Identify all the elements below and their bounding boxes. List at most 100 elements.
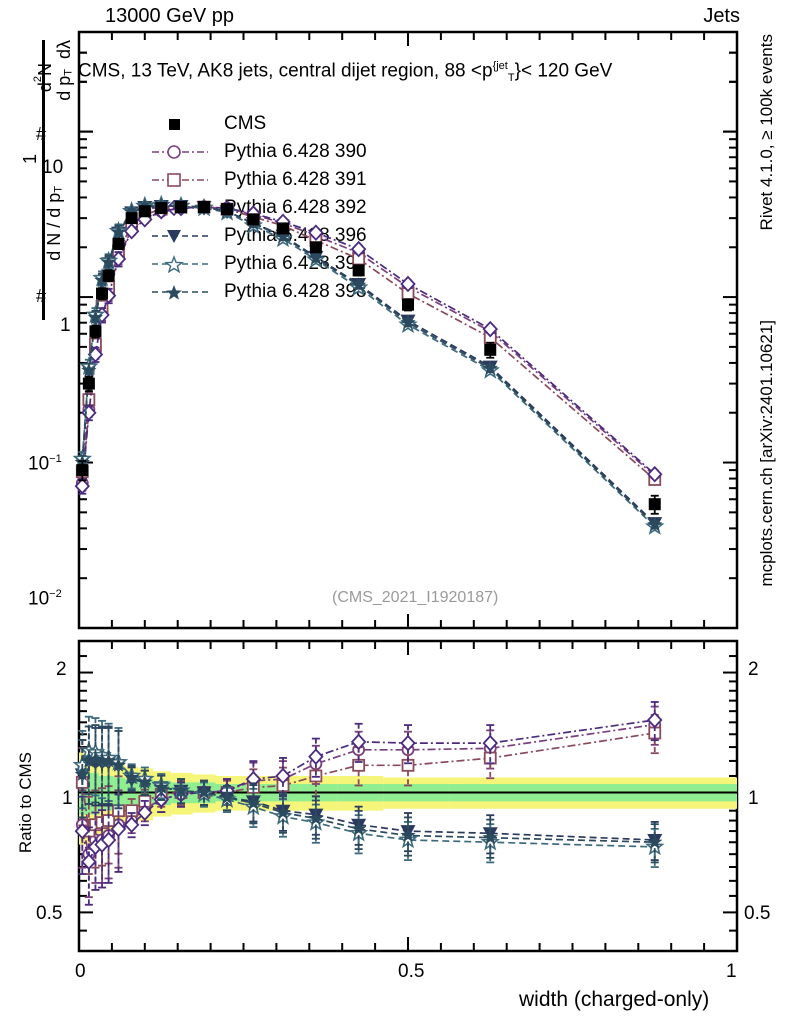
data-point-marker — [74, 477, 91, 495]
data-point-marker — [647, 711, 663, 729]
analysis-id-watermark: (CMS_2021_I1920187) — [332, 589, 499, 606]
legend-label-cms: CMS — [224, 113, 267, 134]
data-point-marker — [174, 201, 187, 214]
data-point-marker — [275, 804, 291, 820]
data-point-marker — [400, 734, 416, 752]
data-point-marker — [94, 752, 110, 768]
main-yaxis-label: d2N d pT dλ 1 d N / d pT # # — [2, 36, 75, 326]
data-point-marker — [400, 314, 416, 330]
legend-item-p391[interactable]: Pythia 6.428 391 — [152, 166, 367, 194]
series-line — [81, 205, 656, 524]
legend-item-p398[interactable]: Pythia 6.428 398 — [152, 278, 367, 306]
hash-top: # — [36, 124, 47, 144]
plot-title-pre: CMS, 13 TeV, AK8 jets, central dijet reg… — [78, 60, 493, 82]
data-point-marker — [647, 516, 663, 532]
main-ytick-10: 10 — [42, 157, 64, 178]
data-point-marker — [74, 766, 90, 781]
data-point-marker — [81, 853, 97, 871]
data-point-marker — [275, 228, 291, 244]
data-point-marker — [308, 748, 324, 765]
data-point-marker — [101, 254, 117, 269]
data-point-marker — [155, 202, 168, 215]
data-point-marker — [482, 320, 498, 338]
data-point-marker — [123, 222, 140, 240]
legend-key-open-circle-icon — [152, 142, 214, 162]
data-point-marker — [137, 774, 153, 789]
data-point-marker — [138, 205, 151, 218]
ratio-ytick-0p5-left: 0.5 — [36, 903, 63, 924]
ratio-ytick-2-right: 2 — [748, 659, 759, 680]
ratio-ytick-0p5-right: 0.5 — [744, 903, 771, 924]
legend-key-open-square-icon — [152, 170, 214, 190]
main-ytick-1: 1 — [60, 315, 71, 336]
header-analysis-category: Jets — [703, 5, 740, 27]
ratio-ytick-1-right: 1 — [748, 788, 759, 809]
data-point-marker — [125, 212, 138, 225]
data-point-marker — [350, 733, 367, 751]
data-point-marker — [81, 752, 97, 768]
legend-label-p390: Pythia 6.428 390 — [224, 141, 367, 162]
legend-key-filled-square-icon — [152, 114, 214, 134]
data-point-marker — [647, 834, 663, 849]
data-point-marker — [308, 224, 324, 242]
main-ytick-0p1: 10−1 — [28, 453, 62, 475]
data-point-marker — [124, 769, 140, 785]
data-point-marker — [484, 343, 497, 356]
data-point-marker — [110, 224, 127, 239]
legend-label-p391: Pythia 6.428 391 — [224, 169, 367, 190]
plot-title-post: }< 120 GeV — [514, 60, 613, 82]
plot-title: CMS, 13 TeV, AK8 jets, central dijet reg… — [78, 60, 612, 84]
data-point-marker — [351, 820, 367, 836]
data-point-marker — [110, 250, 127, 268]
data-point-marker — [400, 275, 416, 293]
xtick-0: 0 — [75, 961, 86, 982]
data-point-marker — [351, 277, 367, 292]
header-collision-energy: 13000 GeV pp — [105, 5, 234, 27]
data-point-marker — [350, 240, 367, 258]
data-point-marker — [308, 810, 324, 826]
plot-title-sub: T — [507, 72, 515, 85]
fraction-bar — [42, 40, 45, 320]
legend-label-p396: Pythia 6.428 396 — [224, 225, 367, 246]
data-point-marker — [96, 287, 109, 300]
legend-item-p390[interactable]: Pythia 6.428 390 — [152, 138, 367, 166]
legend-label-p397: Pythia 6.428 397 — [224, 253, 367, 274]
data-point-marker — [482, 829, 498, 845]
ratio-ytick-2-left: 2 — [56, 659, 67, 680]
ratio-ytick-1-left: 1 — [62, 788, 73, 809]
data-point-marker — [153, 779, 169, 794]
data-point-marker — [101, 752, 117, 768]
data-point-marker — [308, 250, 324, 265]
data-point-marker — [112, 237, 125, 250]
main-series-pythia-6-428-398 — [74, 198, 663, 532]
legend-key-filled-star-icon — [152, 282, 214, 302]
data-point-marker — [221, 203, 234, 216]
data-point-marker — [198, 201, 211, 214]
data-point-marker — [82, 377, 95, 390]
data-point-marker — [102, 269, 115, 282]
legend-item-p397[interactable]: Pythia 6.428 397 — [152, 250, 367, 278]
data-point-marker — [81, 362, 97, 377]
data-point-marker — [647, 465, 663, 483]
legend-label-p398: Pythia 6.428 398 — [224, 281, 367, 302]
main-series-pythia-6-428-397 — [72, 194, 665, 535]
data-point-marker — [110, 820, 127, 838]
legend-item-cms[interactable]: CMS — [152, 110, 367, 138]
data-point-marker — [402, 298, 414, 311]
main-series-cms — [76, 201, 661, 515]
main-ytick-0p01: 10−2 — [28, 588, 62, 610]
series-line — [81, 206, 656, 481]
data-point-marker — [482, 360, 498, 375]
data-point-marker — [196, 784, 212, 799]
data-point-marker — [648, 498, 661, 511]
plot-title-sup: {jet — [492, 60, 508, 72]
xtick-1: 1 — [726, 961, 737, 982]
data-point-marker — [87, 309, 104, 325]
main-panel-frame — [77, 30, 739, 630]
data-point-marker — [245, 795, 261, 810]
series-line — [81, 205, 656, 526]
legend-item-p396[interactable]: Pythia 6.428 396 — [152, 222, 367, 250]
xtick-0p5: 0.5 — [398, 961, 425, 982]
data-point-marker — [247, 213, 260, 226]
